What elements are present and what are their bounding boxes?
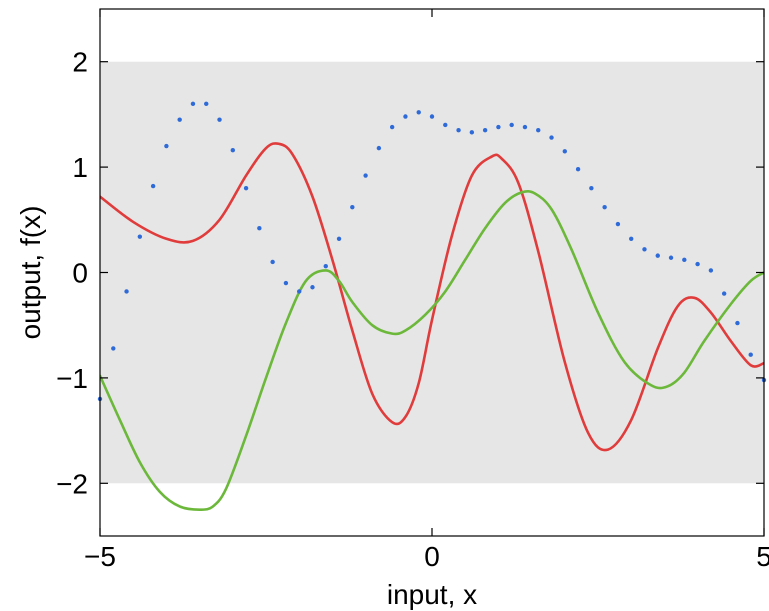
data-point <box>177 117 182 122</box>
data-point <box>323 263 328 269</box>
data-point <box>549 135 554 140</box>
data-point <box>389 124 395 130</box>
data-point <box>416 110 421 115</box>
data-point <box>190 101 196 107</box>
data-point <box>403 114 408 119</box>
y-tick-label: −1 <box>56 363 88 394</box>
data-point <box>363 173 368 178</box>
data-point <box>668 255 674 260</box>
data-point <box>230 148 235 153</box>
series-line-1 <box>100 142 764 452</box>
data-point <box>243 185 249 191</box>
data-point <box>443 122 448 128</box>
data-point <box>137 234 143 239</box>
data-point <box>111 346 116 351</box>
data-point <box>615 221 621 227</box>
data-point <box>376 145 382 151</box>
data-point <box>536 128 541 133</box>
plot-area <box>97 9 767 536</box>
data-point <box>257 226 262 231</box>
axis-labels: input, x output, f(x) −5 0 5 −2 −1 0 1 2 <box>15 47 769 610</box>
data-point <box>695 261 700 267</box>
x-axis-title: input, x <box>387 579 477 610</box>
data-point <box>456 128 461 133</box>
data-point <box>708 268 714 273</box>
data-point <box>629 236 634 241</box>
axes-frame <box>99 8 765 537</box>
data-point <box>297 289 302 294</box>
data-point <box>336 236 342 241</box>
y-axis-title: output, f(x) <box>15 206 46 340</box>
series-line-2 <box>100 189 764 511</box>
data-point <box>482 128 488 133</box>
data-point <box>509 122 514 128</box>
data-point <box>283 280 289 286</box>
data-point <box>522 124 528 130</box>
data-point <box>310 285 315 290</box>
data-point <box>496 124 501 130</box>
y-tick-label: 0 <box>72 258 88 289</box>
data-point <box>204 101 209 107</box>
data-point <box>429 114 435 119</box>
data-point <box>748 352 753 357</box>
data-point <box>270 259 275 265</box>
y-tick-label: 1 <box>72 152 88 183</box>
data-point <box>150 183 156 189</box>
y-tick-label: −2 <box>56 468 88 499</box>
data-point <box>682 257 687 263</box>
data-point <box>655 253 660 258</box>
data-point <box>602 204 607 210</box>
x-tick-label: −5 <box>84 541 116 572</box>
y-tick-label: 2 <box>72 47 88 78</box>
data-point <box>562 149 567 154</box>
confidence-band <box>100 61 764 484</box>
data-point <box>642 247 647 252</box>
data-point <box>589 185 594 191</box>
data-point <box>721 291 727 296</box>
data-point <box>124 289 129 294</box>
data-point <box>575 167 581 172</box>
data-point <box>217 117 222 122</box>
data-point <box>469 130 475 135</box>
x-tick-label: 0 <box>424 541 440 572</box>
data-point <box>735 320 740 326</box>
data-point <box>164 143 169 149</box>
x-tick-label: 5 <box>756 541 769 572</box>
data-point <box>350 204 355 210</box>
